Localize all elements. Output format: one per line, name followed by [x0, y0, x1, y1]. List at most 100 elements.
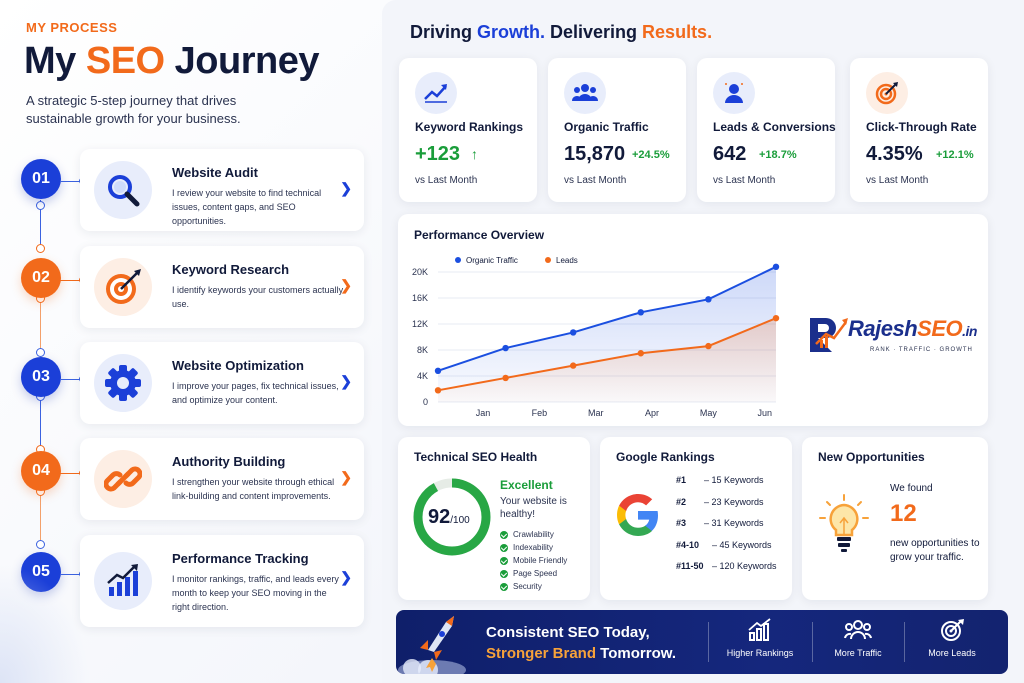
eyebrow: MY PROCESS: [26, 20, 118, 35]
performance-overview-card: Performance Overview 0 4K 8K 12K 16K 20K Jan Fe…: [398, 214, 988, 426]
chevron-right-icon[interactable]: ❯: [340, 469, 352, 485]
kpi-comparison: vs Last Month: [415, 175, 478, 186]
target-icon: [866, 72, 908, 114]
feature-label: More Traffic: [834, 648, 882, 658]
x-tick-label: Feb: [532, 408, 548, 418]
feature-higher-rankings: Higher Rankings: [716, 618, 804, 658]
check-label: Page Speed: [513, 569, 558, 578]
step-connector: [40, 200, 41, 250]
ranking-row: #4-10 – 45 Keywords: [676, 540, 777, 562]
step-description: I review your website to find technical …: [172, 188, 322, 226]
chevron-right-icon[interactable]: ❯: [340, 180, 352, 196]
x-tick-label: Mar: [588, 408, 604, 418]
check-icon: [500, 582, 508, 591]
divider: [812, 622, 813, 662]
step-description: I identify keywords your customers actua…: [172, 285, 344, 309]
step-card-website-optimization[interactable]: Website Optimization I improve your page…: [80, 342, 364, 424]
connector-dot: [36, 540, 45, 549]
kpi-card-organic-traffic[interactable]: Organic Traffic 15,870 +24.5% vs Last Mo…: [548, 58, 686, 202]
ranking-count: – 31 Keywords: [704, 518, 764, 528]
legend-label: Leads: [556, 256, 578, 265]
logo-mark-icon: [810, 318, 848, 352]
kpi-label: Click-Through Rate: [866, 120, 977, 134]
y-tick-label: 0: [423, 397, 428, 407]
banner-text: Tomorrow.: [596, 645, 677, 662]
health-message: Your website is healthy!: [500, 496, 567, 520]
chart-title: Performance Overview: [414, 228, 545, 242]
lightbulb-icon: [819, 494, 869, 552]
step-connector-arm: [60, 376, 85, 382]
y-tick-label: 16K: [412, 293, 428, 303]
series-line-0: [437, 265, 777, 372]
magnifier-icon: [94, 161, 152, 219]
y-tick-label: 4K: [417, 371, 428, 381]
step-card-performance-tracking[interactable]: Performance Tracking I monitor rankings,…: [80, 535, 364, 627]
series-point: [705, 296, 712, 303]
kpi-change: +12.1%: [936, 149, 974, 161]
health-checklist: Crawlability Indexability Mobile Friendl…: [500, 528, 567, 593]
check-icon: [500, 530, 508, 539]
kpi-label: Leads & Conversions: [713, 120, 836, 134]
series-point: [772, 314, 780, 322]
step-title: Performance Tracking: [172, 551, 309, 566]
feature-label: Higher Rankings: [726, 648, 794, 658]
logo-wordmark: RajeshSEO.in: [848, 316, 977, 342]
step-description: I monitor rankings, traffic, and leads e…: [172, 574, 339, 612]
rankings-list: #1 – 15 Keywords #2 – 23 Keywords #3 – 31 K…: [676, 475, 777, 583]
step-card-keyword-research[interactable]: Keyword Research I identify keywords you…: [80, 246, 364, 328]
series-point: [570, 329, 577, 336]
panel-title: Technical SEO Health: [414, 450, 538, 464]
kpi-change: +24.5%: [632, 149, 670, 161]
banner-headline: Consistent SEO Today,: [486, 624, 650, 641]
step-number-01: 01: [21, 159, 61, 199]
person-icon: [713, 72, 755, 114]
kpi-card-click-through-rate[interactable]: Click-Through Rate 4.35% +12.1% vs Last …: [850, 58, 988, 202]
kpi-value: 4.35%: [866, 143, 923, 165]
check-item: Indexability: [500, 541, 567, 554]
ranking-count: – 15 Keywords: [704, 475, 764, 485]
step-title: Authority Building: [172, 454, 286, 469]
google-logo-icon: [617, 494, 658, 536]
check-icon: [500, 556, 508, 565]
cta-banner: Consistent SEO Today, Stronger Brand Tom…: [396, 610, 1008, 674]
check-item: Crawlability: [500, 528, 567, 541]
health-status: Excellent: [500, 478, 553, 492]
link-icon: [94, 450, 152, 508]
kpi-comparison: vs Last Month: [564, 175, 627, 186]
title-prefix: My: [24, 40, 86, 82]
check-label: Crawlability: [513, 530, 554, 539]
check-label: Mobile Friendly: [513, 556, 568, 565]
step-connector: [40, 490, 41, 546]
tagline-text: Driving: [410, 22, 478, 42]
ranking-count: – 23 Keywords: [704, 496, 764, 507]
subtitle: A strategic 5-step journey that drives s…: [26, 93, 241, 126]
series-point: [502, 344, 509, 352]
growth-chart-icon: [94, 552, 152, 610]
kpi-value: 642: [713, 143, 747, 165]
kpi-card-keyword-rankings[interactable]: Keyword Rankings +123 ↑ vs Last Month: [399, 58, 537, 202]
chevron-right-icon[interactable]: ❯: [340, 277, 352, 293]
kpi-comparison: vs Last Month: [713, 175, 776, 186]
ranking-row: #11-50 – 120 Keywords: [676, 561, 777, 583]
opportunities-count: 12: [890, 500, 917, 527]
x-tick-label: Jun: [757, 408, 772, 418]
check-label: Security: [513, 582, 542, 591]
series-point: [637, 350, 644, 357]
users-icon: [844, 620, 872, 640]
step-card-website-audit[interactable]: Website Audit I review your website to f…: [80, 149, 364, 231]
connector-dot: [36, 201, 45, 210]
divider: [904, 622, 905, 662]
brand-logo: RajeshSEO.in RANK · TRAFFIC · GROWTH: [806, 314, 982, 358]
series-point: [434, 367, 442, 374]
gear-icon: [94, 354, 152, 412]
panel-title: New Opportunities: [818, 450, 925, 464]
opportunities-detail: new opportunities to grow your traffic.: [890, 538, 980, 563]
step-title: Website Optimization: [172, 358, 304, 373]
ranking-position: #1: [676, 475, 687, 485]
chevron-right-icon[interactable]: ❯: [340, 569, 352, 585]
title-suffix: Journey: [164, 40, 320, 82]
step-card-authority-building[interactable]: Authority Building I strengthen your web…: [80, 438, 364, 520]
chevron-right-icon[interactable]: ❯: [340, 373, 352, 389]
check-item: Security: [500, 580, 567, 593]
kpi-card-leads-conversions[interactable]: Leads & Conversions 642 +18.7% vs Last M…: [697, 58, 836, 202]
